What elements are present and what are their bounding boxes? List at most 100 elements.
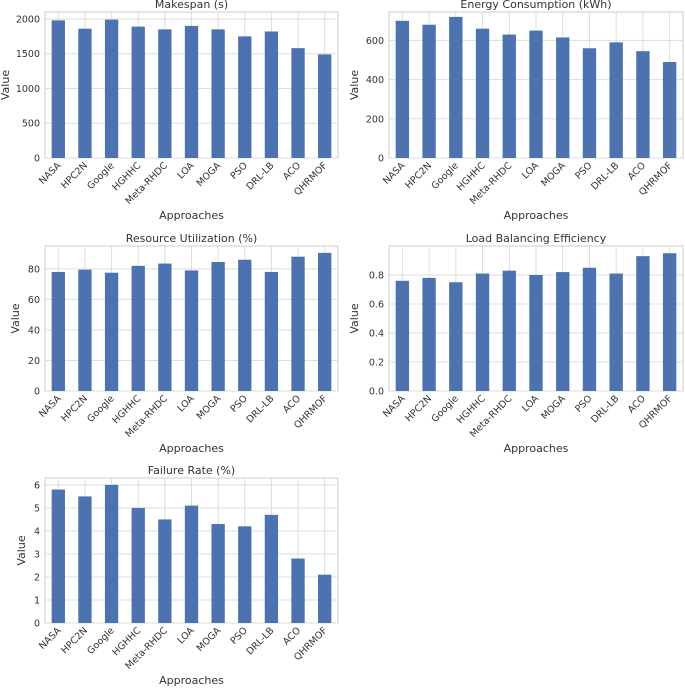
y-tick-label: 6: [34, 480, 40, 491]
x-tick-label: MOGA: [195, 625, 224, 654]
x-tick-label: MOGA: [195, 160, 224, 189]
y-tick-label: 0: [34, 619, 40, 630]
bar-hpc2n: [78, 28, 92, 158]
y-tick-label: 200: [366, 114, 384, 125]
x-axis-label: Approaches: [504, 442, 569, 455]
y-tick-label: 0: [378, 154, 384, 165]
bar-google: [449, 16, 463, 159]
bar-aco: [291, 256, 305, 391]
bar-qhrmof: [662, 61, 677, 158]
bar-hpc2n: [422, 277, 436, 391]
x-tick-label: LOA: [520, 393, 541, 414]
x-tick-label: ACO: [281, 625, 303, 647]
bar-pso: [238, 259, 252, 391]
y-axis-label: Value: [15, 535, 28, 565]
x-tick-label: MOGA: [195, 393, 224, 422]
y-tick-label: 500: [22, 119, 40, 130]
y-tick-label: 0: [34, 154, 40, 165]
bar-moga: [211, 29, 225, 159]
chart-title: Load Balancing Efficiency: [466, 232, 607, 245]
bar-hghhc: [475, 273, 490, 391]
bar-drl-lb: [264, 31, 279, 158]
bar-qhrmof: [318, 574, 332, 623]
x-tick-label: ACO: [626, 160, 648, 182]
chart-title: Makespan (s): [155, 0, 228, 11]
x-tick-label: LOA: [176, 160, 197, 181]
bar-loa: [184, 25, 199, 159]
x-axis-label: Approaches: [159, 674, 224, 687]
bar-pso: [582, 48, 597, 158]
bar-drl-lb: [609, 273, 623, 391]
x-tick-label: DRL-LB: [245, 393, 277, 425]
chart-title: Energy Consumption (kWh): [460, 0, 611, 11]
y-tick-label: 4: [34, 526, 40, 537]
bar-hpc2n: [422, 24, 436, 159]
bar-google: [104, 19, 119, 159]
bar-meta-rhdc: [158, 519, 172, 623]
x-axis-label: Approaches: [504, 209, 569, 222]
y-tick-label: 400: [366, 75, 384, 86]
bar-aco: [636, 256, 650, 391]
x-tick-label: ACO: [281, 160, 303, 182]
chart-title: Failure Rate (%): [148, 464, 235, 477]
y-tick-label: 40: [28, 325, 40, 336]
subplot-load-balancing-efficiency: 0.00.20.40.60.8NASAHPC2NGoogleHGHHCMeta-…: [348, 232, 684, 455]
bar-loa: [184, 270, 199, 391]
bar-meta-rhdc: [502, 270, 516, 391]
bar-nasa: [51, 271, 65, 391]
x-tick-label: MOGA: [539, 393, 568, 422]
x-tick-label: HPC2N: [59, 393, 90, 424]
x-tick-label: PSO: [229, 160, 250, 181]
y-tick-label: 600: [366, 36, 384, 47]
bar-moga: [211, 524, 225, 623]
y-tick-label: 0.8: [369, 271, 384, 282]
bar-hghhc: [131, 26, 145, 158]
y-tick-label: 0.4: [369, 329, 384, 340]
bar-meta-rhdc: [158, 263, 172, 391]
bar-hghhc: [131, 507, 145, 623]
x-tick-label: LOA: [520, 160, 541, 181]
chart-title: Resource Utilization (%): [126, 232, 258, 245]
bar-qhrmof: [662, 253, 677, 391]
bar-loa: [529, 275, 543, 391]
y-tick-label: 0.6: [369, 300, 384, 311]
x-tick-label: ACO: [626, 393, 648, 415]
bar-aco: [636, 51, 650, 159]
y-tick-label: 3: [34, 549, 40, 560]
bar-google: [449, 282, 463, 391]
bar-nasa: [395, 280, 410, 391]
bar-qhrmof: [318, 54, 332, 158]
x-tick-label: HPC2N: [59, 625, 90, 656]
y-tick-label: 0.2: [369, 358, 384, 369]
x-tick-label: MOGA: [539, 160, 568, 189]
x-tick-label: DRL-LB: [245, 625, 277, 657]
bar-qhrmof: [318, 252, 332, 391]
x-tick-label: HPC2N: [59, 160, 90, 191]
bar-hghhc: [475, 28, 490, 159]
x-tick-label: LOA: [176, 625, 197, 646]
bar-hghhc: [131, 265, 145, 391]
y-tick-label: 1000: [16, 84, 40, 95]
bar-moga: [556, 37, 570, 158]
bar-google: [104, 484, 119, 623]
bar-drl-lb: [264, 514, 279, 623]
x-tick-label: DRL-LB: [589, 393, 621, 425]
bar-meta-rhdc: [502, 34, 516, 158]
y-tick-label: 0.0: [369, 387, 384, 398]
y-axis-label: Value: [0, 70, 12, 100]
bar-hpc2n: [78, 496, 92, 623]
bar-nasa: [51, 489, 65, 623]
bar-pso: [582, 267, 597, 391]
bar-nasa: [395, 20, 410, 159]
x-tick-label: HPC2N: [403, 160, 434, 191]
x-tick-label: ACO: [281, 393, 303, 415]
bar-drl-lb: [264, 271, 279, 391]
y-tick-label: 0: [34, 387, 40, 398]
bar-hpc2n: [78, 269, 92, 391]
y-tick-label: 2000: [16, 14, 40, 25]
bar-pso: [238, 526, 252, 623]
